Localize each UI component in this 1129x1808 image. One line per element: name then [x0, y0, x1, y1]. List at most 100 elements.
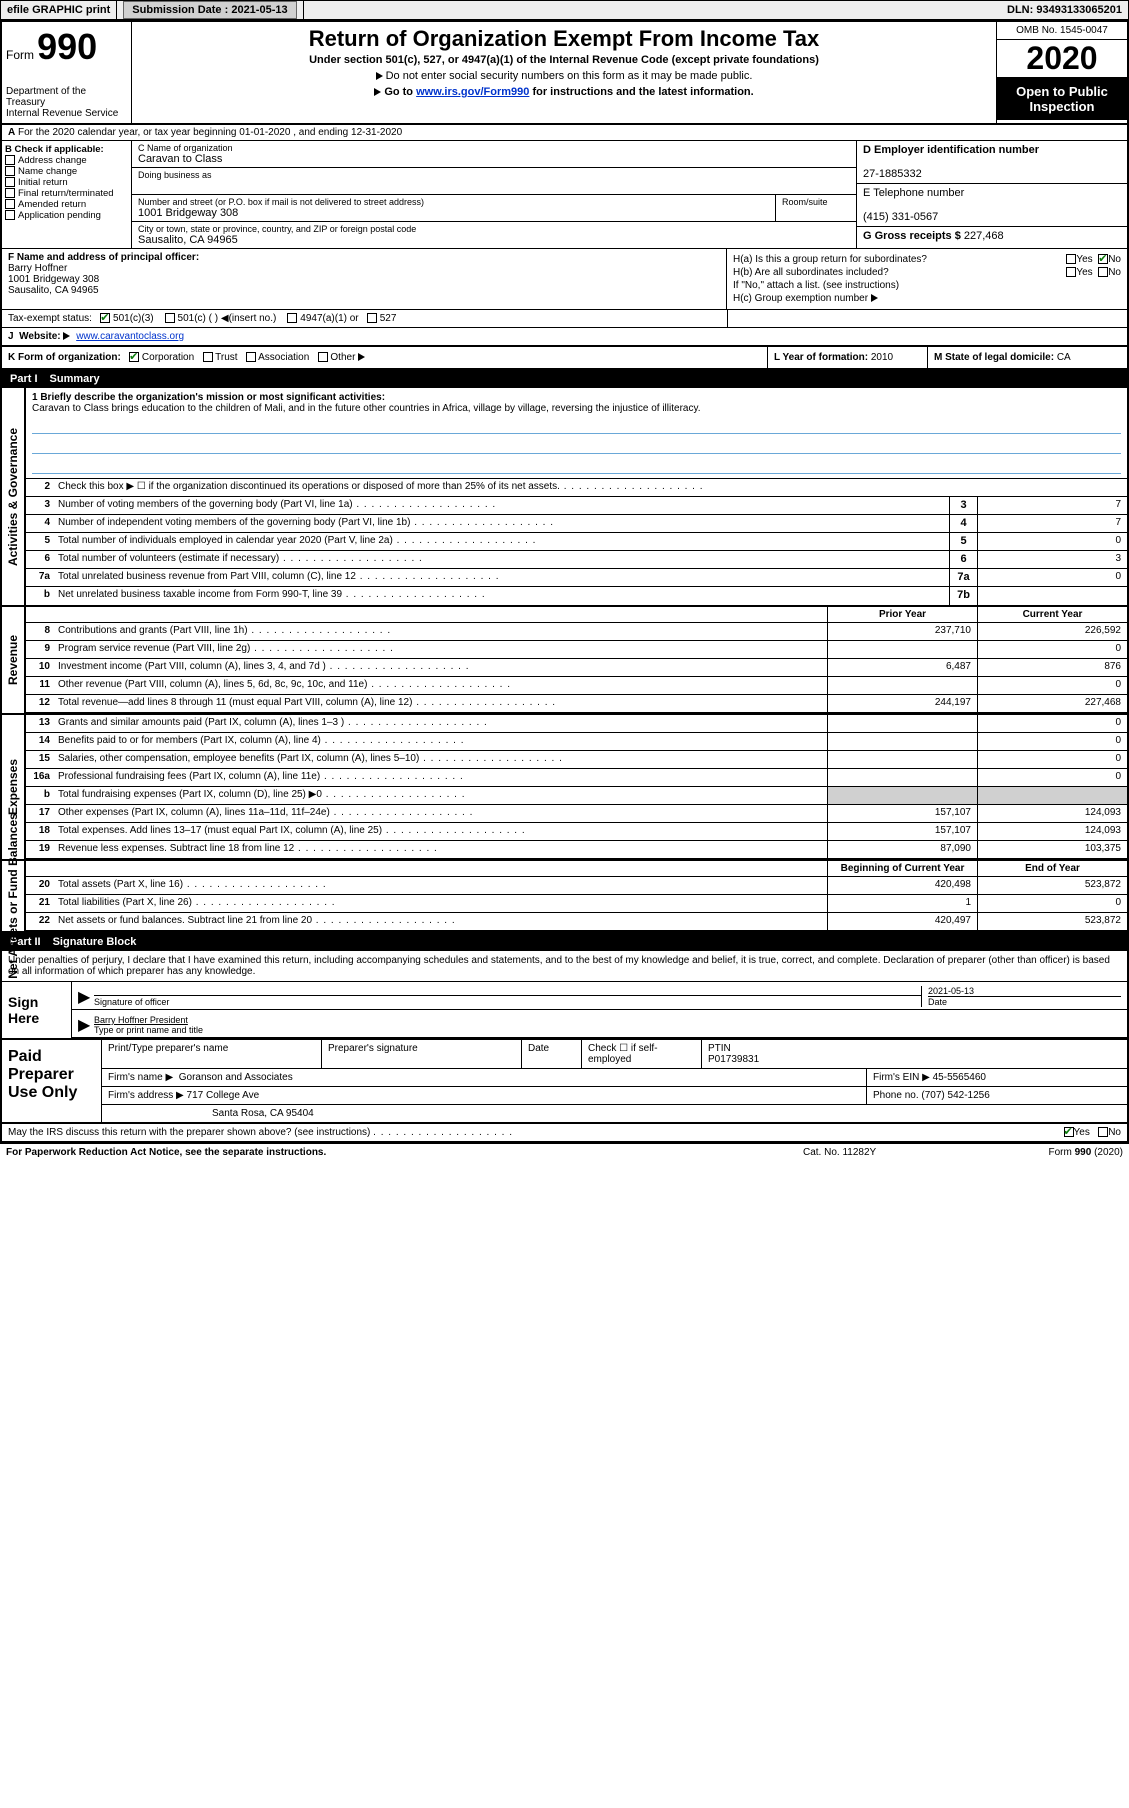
chk-initial-return[interactable]: Initial return: [5, 177, 128, 188]
org-name-label: C Name of organization: [138, 143, 850, 153]
hc-line: H(c) Group exemption number: [733, 293, 1121, 304]
officer-name: Barry Hoffner: [8, 263, 67, 274]
part-ii-title: Signature Block: [53, 936, 137, 948]
col-b-label: B Check if applicable:: [5, 144, 128, 155]
group-return: H(a) Is this a group return for subordin…: [727, 249, 1127, 309]
officer-signature-field[interactable]: Signature of officer: [94, 995, 921, 1007]
preparer-header-row: Print/Type preparer's name Preparer's si…: [102, 1040, 1127, 1069]
header-left: Form 990 Department of the Treasury Inte…: [2, 22, 132, 123]
header-right: OMB No. 1545-0047 2020 Open to Public In…: [997, 22, 1127, 123]
boy-header: Beginning of Current Year: [827, 861, 977, 876]
firm-phone: (707) 542-1256: [921, 1090, 989, 1101]
chk-application-pending[interactable]: Application pending: [5, 210, 128, 221]
chk-trust[interactable]: [203, 352, 213, 362]
street-address: 1001 Bridgeway 308: [138, 207, 769, 219]
form-word: Form: [6, 48, 34, 62]
website-link[interactable]: www.caravantoclass.org: [76, 331, 184, 342]
principal-officer: F Name and address of principal officer:…: [2, 249, 727, 309]
chk-501c3[interactable]: [100, 313, 110, 323]
year-formation: L Year of formation: 2010: [767, 347, 927, 368]
row-i-right-spacer: [727, 310, 1127, 327]
typed-name-field: Barry Hoffner President Type or print na…: [94, 1014, 1121, 1035]
gross-label: G Gross receipts $: [863, 230, 961, 242]
line-16a: 16aProfessional fundraising fees (Part I…: [26, 769, 1127, 787]
dba-cell: Doing business as: [132, 168, 856, 195]
phone-label: E Telephone number: [863, 187, 964, 199]
discuss-row: May the IRS discuss this return with the…: [2, 1124, 1127, 1142]
firm-addr1: 717 College Ave: [187, 1090, 260, 1101]
line-11: 11Other revenue (Part VIII, column (A), …: [26, 677, 1127, 695]
net-col-header: Beginning of Current Year End of Year: [26, 861, 1127, 877]
org-name: Caravan to Class: [138, 153, 850, 165]
ssn-note: Do not enter social security numbers on …: [136, 70, 992, 82]
prior-year-header: Prior Year: [827, 607, 977, 622]
preparer-date-header: Date: [522, 1040, 582, 1068]
header-mid: Return of Organization Exempt From Incom…: [132, 22, 997, 123]
submission-button[interactable]: Submission Date : 2021-05-13: [123, 1, 296, 19]
tax-exempt-status: Tax-exempt status: 501(c)(3) 501(c) ( ) …: [2, 310, 727, 327]
line-13: 13Grants and similar amounts paid (Part …: [26, 715, 1127, 733]
ptin-cell: PTINP01739831: [702, 1040, 1127, 1068]
goto-note: Go to www.irs.gov/Form990 for instructio…: [136, 86, 992, 98]
paid-preparer-block: Paid Preparer Use Only Print/Type prepar…: [2, 1040, 1127, 1124]
line-14: 14Benefits paid to or for members (Part …: [26, 733, 1127, 751]
city-value: Sausalito, CA 94965: [138, 234, 850, 246]
row-i: Tax-exempt status: 501(c)(3) 501(c) ( ) …: [2, 310, 1127, 328]
current-year-header: Current Year: [977, 607, 1127, 622]
part-i-title: Summary: [50, 373, 100, 385]
chk-amended-return[interactable]: Amended return: [5, 199, 128, 210]
chk-address-change[interactable]: Address change: [5, 155, 128, 166]
paid-preparer-label: Paid Preparer Use Only: [2, 1040, 102, 1122]
side-revenue: Revenue: [2, 607, 26, 713]
chk-final-return[interactable]: Final return/terminated: [5, 188, 128, 199]
top-toolbar: efile GRAPHIC print Submission Date : 20…: [0, 0, 1129, 20]
self-employed-check[interactable]: Check ☐ if self-employed: [582, 1040, 702, 1068]
part-ii-header: Part II Signature Block: [2, 933, 1127, 951]
chk-corporation[interactable]: [129, 352, 139, 362]
ein-cell: D Employer identification number 27-1885…: [857, 141, 1127, 184]
state-domicile: M State of legal domicile: CA: [927, 347, 1127, 368]
sign-here-label: Sign Here: [2, 982, 72, 1038]
open-to-public: Open to Public Inspection: [997, 78, 1127, 120]
form-subtitle: Under section 501(c), 527, or 4947(a)(1)…: [136, 54, 992, 66]
line-18: 18Total expenses. Add lines 13–17 (must …: [26, 823, 1127, 841]
col-d-right: D Employer identification number 27-1885…: [857, 141, 1127, 248]
form-header: Form 990 Department of the Treasury Inte…: [2, 22, 1127, 125]
discuss-no[interactable]: [1098, 1127, 1108, 1137]
irs-link[interactable]: www.irs.gov/Form990: [416, 86, 529, 98]
omb-number: OMB No. 1545-0047: [997, 22, 1127, 40]
chk-527[interactable]: [367, 313, 377, 323]
arrow-icon: ▶: [78, 987, 94, 1007]
city-cell: City or town, state or province, country…: [132, 222, 856, 248]
phone-value: (415) 331-0567: [863, 211, 938, 223]
line-b: bTotal fundraising expenses (Part IX, co…: [26, 787, 1127, 805]
expenses-section: Expenses 13Grants and similar amounts pa…: [2, 715, 1127, 861]
chk-4947[interactable]: [287, 313, 297, 323]
signature-intro: Under penalties of perjury, I declare th…: [2, 951, 1127, 982]
block-bcd: B Check if applicable: Address change Na…: [2, 141, 1127, 249]
org-name-cell: C Name of organization Caravan to Class: [132, 141, 856, 168]
row-a-tax-year: A For the 2020 calendar year, or tax yea…: [2, 125, 1127, 141]
dept-treasury: Department of the Treasury Internal Reve…: [6, 86, 127, 119]
chk-association[interactable]: [246, 352, 256, 362]
discuss-yes[interactable]: [1064, 1127, 1074, 1137]
chk-other[interactable]: [318, 352, 328, 362]
line-15: 15Salaries, other compensation, employee…: [26, 751, 1127, 769]
gross-cell: G Gross receipts $ 227,468: [857, 227, 1127, 245]
addr-label: Number and street (or P.O. box if mail i…: [138, 197, 769, 207]
row-k: K Form of organization: Corporation Trus…: [2, 347, 1127, 370]
officer-signature-row: ▶ Signature of officer 2021-05-13 Date: [72, 982, 1127, 1010]
form-of-org: K Form of organization: Corporation Trus…: [2, 347, 767, 368]
line-8: 8Contributions and grants (Part VIII, li…: [26, 623, 1127, 641]
firm-name: Goranson and Associates: [179, 1072, 293, 1083]
ha-line: H(a) Is this a group return for subordin…: [733, 254, 1121, 265]
chk-501c[interactable]: [165, 313, 175, 323]
phone-cell: E Telephone number (415) 331-0567: [857, 184, 1127, 227]
summary-line-b: bNet unrelated business taxable income f…: [26, 587, 1127, 605]
line-17: 17Other expenses (Part IX, column (A), l…: [26, 805, 1127, 823]
chk-name-change[interactable]: Name change: [5, 166, 128, 177]
efile-label: efile GRAPHIC print: [1, 1, 117, 19]
ein-label: D Employer identification number: [863, 144, 1039, 156]
typed-name-row: ▶ Barry Hoffner President Type or print …: [72, 1010, 1127, 1038]
revenue-section: Revenue Prior Year Current Year 8Contrib…: [2, 607, 1127, 715]
